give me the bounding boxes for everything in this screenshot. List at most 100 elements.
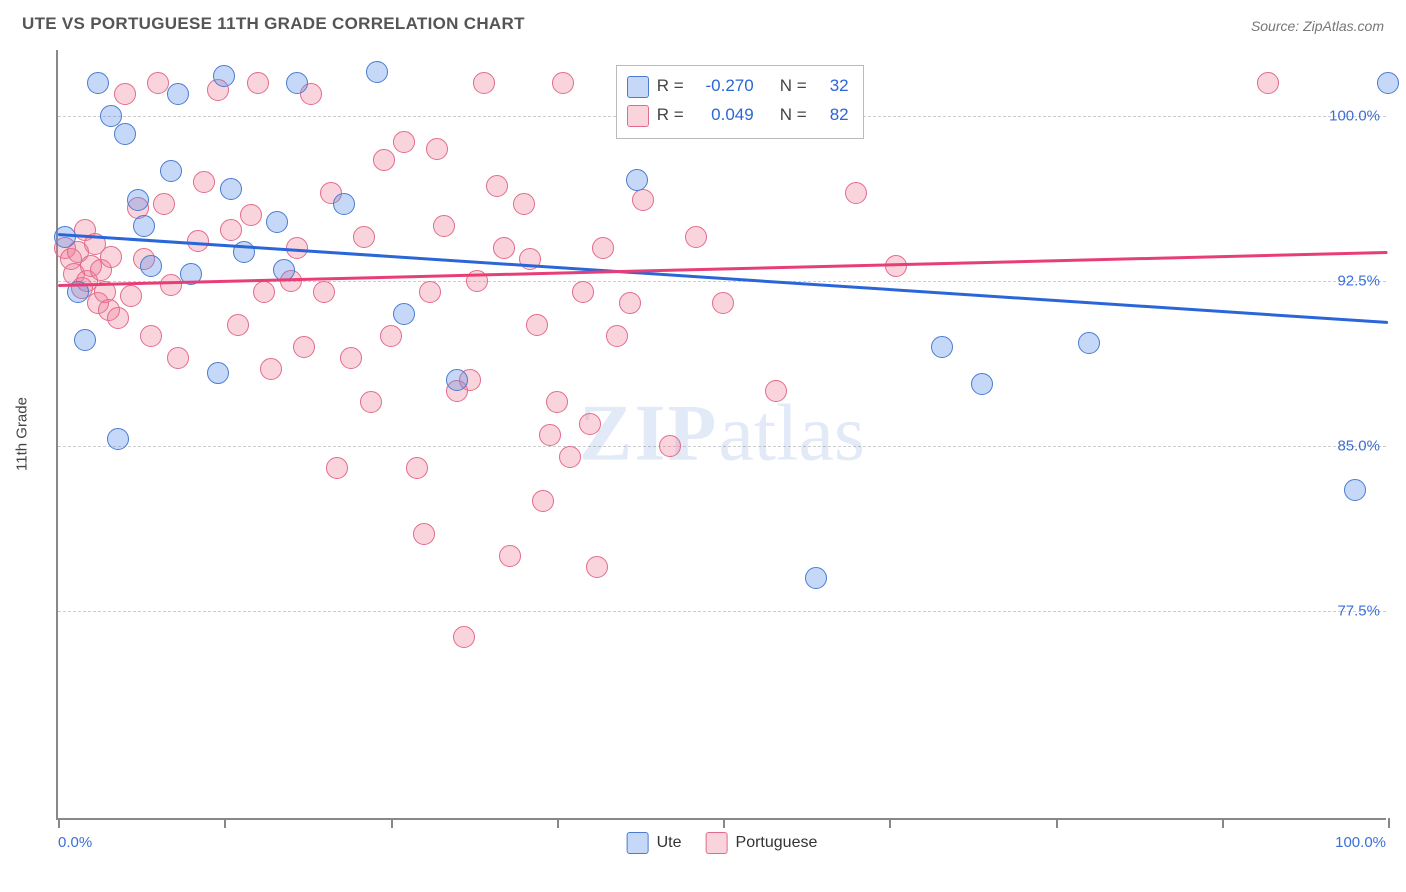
scatter-point-ute (1377, 72, 1399, 94)
scatter-point-por (240, 204, 262, 226)
scatter-point-ute (133, 215, 155, 237)
scatter-point-por (513, 193, 535, 215)
source-label: Source: ZipAtlas.com (1251, 18, 1384, 34)
scatter-point-por (453, 626, 475, 648)
scatter-point-ute (1078, 332, 1100, 354)
scatter-point-por (532, 490, 554, 512)
scatter-point-por (433, 215, 455, 237)
legend-label: Ute (657, 834, 682, 852)
scatter-point-por (380, 325, 402, 347)
y-tick-label: 77.5% (1337, 603, 1380, 620)
r-label: R = (657, 72, 684, 101)
scatter-point-por (120, 285, 142, 307)
scatter-point-ute (446, 369, 468, 391)
x-tick (1056, 818, 1058, 828)
scatter-point-por (160, 274, 182, 296)
scatter-point-por (100, 246, 122, 268)
x-tick (391, 818, 393, 828)
scatter-point-por (393, 131, 415, 153)
x-tick-label: 0.0% (58, 834, 92, 851)
x-tick (1388, 818, 1390, 828)
scatter-point-ute (626, 169, 648, 191)
n-label: N = (780, 72, 807, 101)
scatter-point-por (546, 391, 568, 413)
scatter-point-por (592, 237, 614, 259)
scatter-point-por (326, 457, 348, 479)
scatter-point-por (107, 307, 129, 329)
scatter-point-por (313, 281, 335, 303)
x-tick-label: 100.0% (1335, 834, 1386, 851)
scatter-point-por (845, 182, 867, 204)
x-tick (889, 818, 891, 828)
r-value: -0.270 (692, 72, 754, 101)
scatter-point-por (153, 193, 175, 215)
scatter-point-por (426, 138, 448, 160)
scatter-point-por (413, 523, 435, 545)
scatter-point-ute (393, 303, 415, 325)
scatter-point-por (685, 226, 707, 248)
scatter-point-por (619, 292, 641, 314)
scatter-point-ute (805, 567, 827, 589)
scatter-point-ute (220, 178, 242, 200)
scatter-point-ute (1344, 479, 1366, 501)
series-legend: Ute Portuguese (627, 832, 818, 854)
watermark: ZIPatlas (579, 389, 865, 480)
scatter-point-por (293, 336, 315, 358)
scatter-point-por (579, 413, 601, 435)
scatter-point-por (632, 189, 654, 211)
scatter-point-por (1257, 72, 1279, 94)
y-tick-label: 85.0% (1337, 438, 1380, 455)
scatter-point-por (552, 72, 574, 94)
scatter-point-ute (160, 160, 182, 182)
scatter-point-por (373, 149, 395, 171)
gridline (58, 446, 1386, 447)
scatter-point-ute (140, 255, 162, 277)
x-tick (58, 818, 60, 828)
x-tick (723, 818, 725, 828)
scatter-point-ute (107, 428, 129, 450)
scatter-point-ute (333, 193, 355, 215)
scatter-point-ute (114, 123, 136, 145)
x-tick (1222, 818, 1224, 828)
scatter-point-ute (74, 329, 96, 351)
scatter-point-por (765, 380, 787, 402)
scatter-point-por (712, 292, 734, 314)
scatter-point-por (406, 457, 428, 479)
scatter-point-por (606, 325, 628, 347)
scatter-point-ute (167, 83, 189, 105)
scatter-point-ute (971, 373, 993, 395)
legend-swatch (627, 832, 649, 854)
scatter-point-por (360, 391, 382, 413)
scatter-point-por (586, 556, 608, 578)
scatter-point-por (167, 347, 189, 369)
scatter-point-por (572, 281, 594, 303)
scatter-point-por (147, 72, 169, 94)
scatter-point-por (353, 226, 375, 248)
scatter-point-ute (213, 65, 235, 87)
n-value: 82 (815, 101, 849, 130)
correlation-legend: R =-0.270N =32R =0.049N =82 (616, 65, 864, 139)
y-tick-label: 92.5% (1337, 273, 1380, 290)
x-tick (557, 818, 559, 828)
legend-label: Portuguese (736, 834, 818, 852)
scatter-point-por (499, 545, 521, 567)
scatter-point-por (140, 325, 162, 347)
scatter-point-por (419, 281, 441, 303)
scatter-point-por (559, 446, 581, 468)
scatter-point-por (227, 314, 249, 336)
n-value: 32 (815, 72, 849, 101)
scatter-point-ute (266, 211, 288, 233)
y-axis-label: 11th Grade (14, 397, 31, 471)
scatter-point-por (486, 175, 508, 197)
x-tick (224, 818, 226, 828)
scatter-point-por (340, 347, 362, 369)
scatter-point-ute (931, 336, 953, 358)
plot-area: 11th Grade ZIPatlas 77.5%85.0%92.5%100.0… (56, 50, 1386, 820)
scatter-point-ute (366, 61, 388, 83)
scatter-point-por (193, 171, 215, 193)
scatter-point-por (253, 281, 275, 303)
scatter-point-por (659, 435, 681, 457)
scatter-point-por (247, 72, 269, 94)
r-label: R = (657, 101, 684, 130)
scatter-point-por (493, 237, 515, 259)
